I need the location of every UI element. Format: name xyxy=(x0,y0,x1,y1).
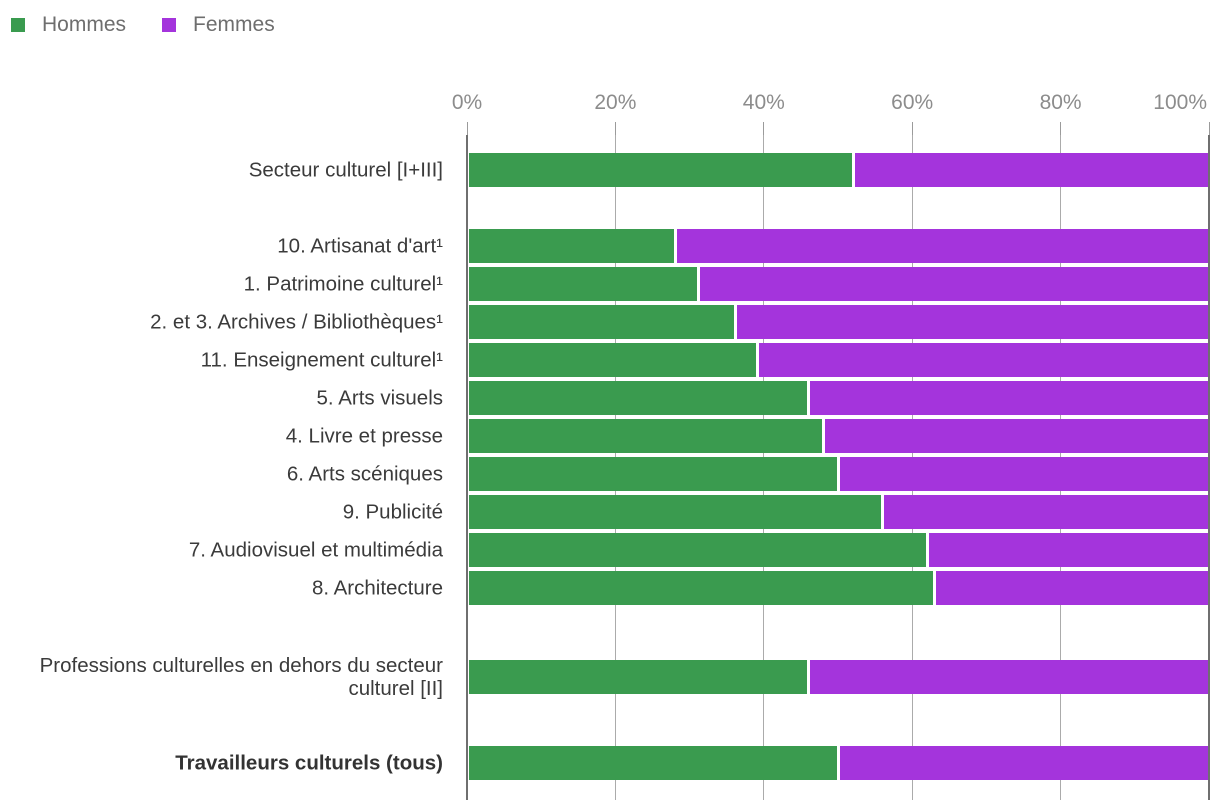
gridline-0 xyxy=(466,135,468,800)
hommes-bar-segment xyxy=(469,267,697,301)
bar-row xyxy=(469,533,1208,567)
femmes-bar-segment xyxy=(884,495,1208,529)
axis-tick-0 xyxy=(466,122,468,135)
bar-row xyxy=(469,229,1208,263)
hommes-bar-segment xyxy=(469,381,808,415)
gridline-100 xyxy=(1208,135,1210,800)
axis-tick-60 xyxy=(911,122,913,135)
axis-tick-20 xyxy=(614,122,616,135)
femmes-bar-segment xyxy=(758,343,1208,377)
bar-row xyxy=(469,305,1208,339)
category-label: 7. Audiovisuel et multimédia xyxy=(188,538,443,562)
femmes-bar-segment xyxy=(699,267,1208,301)
hommes-swatch-icon xyxy=(11,18,25,32)
category-label: 2. et 3. Archives / Bibliothèques¹ xyxy=(150,310,443,334)
hommes-bar-segment xyxy=(469,419,823,453)
axis-label-100: 100% xyxy=(1153,91,1207,114)
axis-label-0: 0% xyxy=(451,91,483,114)
legend-item-femmes: Femmes xyxy=(162,13,275,37)
bar-row xyxy=(469,343,1208,377)
legend: Hommes Femmes xyxy=(11,13,275,37)
bar-row xyxy=(469,660,1208,694)
bar-row xyxy=(469,746,1208,780)
category-label: 8. Architecture xyxy=(311,576,443,600)
hommes-bar-segment xyxy=(469,153,852,187)
femmes-bar-segment xyxy=(928,533,1208,567)
category-label: 6. Arts scéniques xyxy=(286,462,443,486)
femmes-bar-segment xyxy=(840,746,1208,780)
bar-row xyxy=(469,267,1208,301)
bar-row xyxy=(469,457,1208,491)
femmes-bar-segment xyxy=(854,153,1208,187)
category-label: 1. Patrimoine culturel¹ xyxy=(243,272,443,296)
axis-tick-100 xyxy=(1208,122,1210,135)
axis-label-20: 20% xyxy=(594,91,637,114)
axis-label-40: 40% xyxy=(742,91,785,114)
femmes-bar-segment xyxy=(825,419,1208,453)
hommes-bar-segment xyxy=(469,305,734,339)
hommes-bar-segment xyxy=(469,660,808,694)
bar-row xyxy=(469,153,1208,187)
legend-label-hommes: Hommes xyxy=(42,13,127,36)
category-label: 4. Livre et presse xyxy=(285,424,443,448)
hommes-bar-segment xyxy=(469,533,926,567)
category-label: 9. Publicité xyxy=(342,500,443,524)
legend-item-hommes: Hommes xyxy=(11,13,126,37)
category-label: Secteur culturel [I+III] xyxy=(248,158,443,182)
axis-tick-80 xyxy=(1060,122,1062,135)
femmes-swatch-icon xyxy=(162,18,177,32)
category-label: 10. Artisanat d'art¹ xyxy=(277,234,443,258)
hommes-bar-segment xyxy=(469,229,675,263)
hommes-bar-segment xyxy=(469,457,837,491)
category-label: Professions culturelles en dehors du sec… xyxy=(39,653,443,700)
hommes-bar-segment xyxy=(469,571,934,605)
category-label: 5. Arts visuels xyxy=(316,386,443,410)
hommes-bar-segment xyxy=(469,495,882,529)
femmes-bar-segment xyxy=(677,229,1208,263)
bar-row xyxy=(469,571,1208,605)
femmes-bar-segment xyxy=(810,381,1208,415)
legend-label-femmes: Femmes xyxy=(193,13,275,36)
femmes-bar-segment xyxy=(736,305,1208,339)
axis-label-80: 80% xyxy=(1039,91,1082,114)
femmes-bar-segment xyxy=(936,571,1208,605)
axis-label-60: 60% xyxy=(891,91,934,114)
femmes-bar-segment xyxy=(810,660,1208,694)
hommes-bar-segment xyxy=(469,343,756,377)
axis-tick-40 xyxy=(763,122,765,135)
hommes-bar-segment xyxy=(469,746,837,780)
category-label: 11. Enseignement culturel¹ xyxy=(200,348,443,372)
bar-row xyxy=(469,381,1208,415)
femmes-bar-segment xyxy=(840,457,1208,491)
category-label: Travailleurs culturels (tous) xyxy=(175,751,443,775)
bar-row xyxy=(469,419,1208,453)
bar-row xyxy=(469,495,1208,529)
